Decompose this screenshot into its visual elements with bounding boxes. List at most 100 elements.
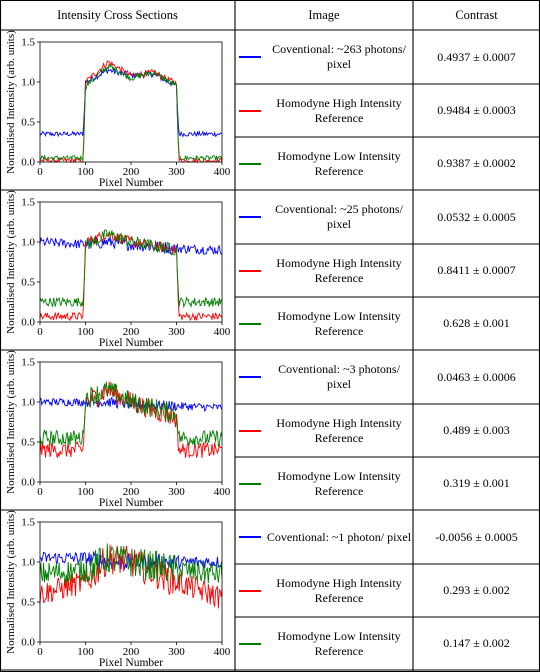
x-tick-label: 200 (123, 166, 140, 178)
x-tick-label: 100 (77, 646, 94, 658)
contrast-value: 0.9387 ± 0.0002 (437, 156, 516, 170)
x-tick-label: 400 (214, 166, 231, 178)
y-tick-label: 1.0 (21, 397, 35, 409)
y-tick-label: 1.0 (21, 237, 35, 249)
x-tick-label: 200 (123, 326, 140, 338)
contrast-value: 0.489 ± 0.003 (443, 423, 510, 437)
y-tick-label: 0.5 (21, 277, 35, 289)
legend-swatch (239, 322, 261, 325)
series-line (39, 63, 223, 162)
legend-label: Homodyne Low Intensity Reference (277, 148, 401, 178)
legend-entry: Coventional: ~3 photons/ pixel (235, 350, 413, 404)
x-tick-label: 200 (123, 646, 140, 658)
y-tick-label: 0.0 (21, 637, 35, 649)
plot-frame (39, 361, 223, 483)
legend-label: Coventional: ~1 photon/ pixel (266, 529, 412, 544)
contrast-value: 0.147 ± 0.002 (443, 636, 510, 650)
y-tick-label: 0.5 (21, 597, 35, 609)
legend-label: Homodyne Low Intensity Reference (277, 468, 401, 498)
series-line (39, 381, 223, 459)
contrast-value: 0.0463 ± 0.0006 (437, 369, 516, 384)
contrast-value: 0.293 ± 0.002 (443, 583, 510, 597)
x-tick-label: 0 (37, 486, 43, 498)
legend-swatch (239, 429, 261, 432)
header-cross-sections: Intensity Cross Sections (57, 7, 178, 22)
cross-section-chart: 0 100 200 300 400 0.0 0.5 1.0 1.5 Pixel Number Nor… (5, 30, 231, 189)
legend-label: Homodyne High Intensity Reference (276, 255, 402, 285)
x-tick-label: 400 (214, 486, 231, 498)
contrast-value: -0.0056 ± 0.0005 (435, 529, 518, 544)
x-axis-label: Pixel Number (99, 657, 163, 669)
contrast-value: 0.8411 ± 0.0007 (437, 263, 516, 277)
legend-entry: Homodyne Low Intensity Reference (235, 297, 413, 350)
y-axis-label: Normalised Intensity (arb. units) (5, 510, 17, 654)
legend-swatch (239, 376, 261, 378)
legend-swatch (239, 536, 261, 538)
contrast-value: 0.0532 ± 0.0005 (437, 209, 516, 224)
legend-entry: Coventional: ~25 photons/ pixel (235, 190, 413, 244)
x-tick-label: 100 (77, 486, 94, 498)
x-tick-label: 300 (168, 166, 185, 178)
series-line (39, 381, 223, 447)
legend-entry: Coventional: ~263 photons/ pixel (235, 30, 413, 84)
legend-swatch (239, 482, 261, 485)
y-tick-label: 1.5 (21, 37, 35, 49)
legend-swatch (239, 216, 261, 218)
y-tick-label: 1.5 (21, 197, 35, 209)
cross-section-chart: 0 100 200 300 400 0.0 0.5 1.0 1.5 Pixel Number Nor… (5, 350, 231, 509)
legend-label: Coventional: ~25 photons/ pixel (275, 202, 403, 231)
x-tick-label: 100 (77, 326, 94, 338)
x-tick-label: 100 (77, 166, 94, 178)
header-image: Image (308, 7, 340, 22)
series-line (39, 543, 223, 584)
x-tick-label: 400 (214, 646, 231, 658)
y-tick-label: 1.0 (21, 557, 35, 569)
legend-swatch (239, 56, 261, 58)
y-tick-label: 0.0 (21, 317, 35, 329)
series-line (39, 229, 223, 309)
x-tick-label: 0 (37, 646, 43, 658)
series-line (39, 396, 223, 412)
y-tick-label: 0.5 (21, 437, 35, 449)
y-tick-label: 0.5 (21, 117, 35, 129)
x-tick-label: 300 (168, 646, 185, 658)
cross-section-chart: 0 100 200 300 400 0.0 0.5 1.0 1.5 Pixel Number Nor… (5, 190, 231, 349)
legend-entry: Coventional: ~1 photon/ pixel (235, 510, 413, 564)
plot-frame (39, 41, 223, 163)
y-axis-label: Normalised Intensity (arb. units) (5, 30, 17, 174)
y-tick-label: 1.5 (21, 357, 35, 369)
legend-entry: Homodyne Low Intensity Reference (235, 457, 413, 510)
y-tick-label: 1.5 (21, 517, 35, 529)
legend-entry: Homodyne High Intensity Reference (235, 244, 413, 297)
legend-entry: Homodyne High Intensity Reference (235, 84, 413, 137)
cross-section-chart: 0 100 200 300 400 0.0 0.5 1.0 1.5 Pixel Number Nor… (5, 510, 231, 669)
legend-label: Coventional: ~263 photons/ pixel (272, 42, 406, 71)
x-tick-label: 200 (123, 486, 140, 498)
legend-label: Homodyne Low Intensity Reference (277, 308, 401, 338)
legend-entry: Homodyne High Intensity Reference (235, 404, 413, 457)
legend-label: Coventional: ~3 photons/ pixel (278, 362, 400, 391)
contrast-value: 0.9484 ± 0.0003 (437, 103, 516, 117)
legend-entry: Homodyne High Intensity Reference (235, 564, 413, 617)
x-axis-label: Pixel Number (99, 177, 163, 189)
x-tick-label: 300 (168, 486, 185, 498)
legend-swatch (239, 642, 261, 645)
contrast-value: 0.628 ± 0.001 (443, 316, 510, 330)
legend-entry: Homodyne Low Intensity Reference (235, 137, 413, 190)
y-axis-label: Normalised Intensity (arb. units) (5, 350, 17, 494)
contrast-value: 0.4937 ± 0.0007 (437, 49, 516, 64)
series-line (39, 236, 223, 256)
plot-frame (39, 201, 223, 323)
x-tick-label: 400 (214, 326, 231, 338)
y-tick-label: 0.0 (21, 157, 35, 169)
legend-label: Homodyne High Intensity Reference (276, 95, 402, 125)
x-tick-label: 0 (37, 166, 43, 178)
y-tick-label: 0.0 (21, 477, 35, 489)
x-tick-label: 0 (37, 326, 43, 338)
x-tick-label: 300 (168, 326, 185, 338)
x-axis-label: Pixel Number (99, 497, 163, 509)
contrast-value: 0.319 ± 0.001 (443, 476, 510, 490)
legend-swatch (239, 109, 261, 112)
legend-label: Homodyne High Intensity Reference (276, 415, 402, 445)
